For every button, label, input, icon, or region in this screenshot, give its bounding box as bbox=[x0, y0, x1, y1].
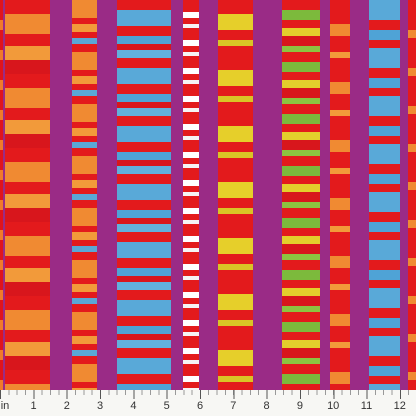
ruler-number: 5 bbox=[163, 400, 170, 412]
ruler-number: 10 bbox=[327, 400, 340, 412]
ruler-number: 3 bbox=[97, 400, 104, 412]
stripe-column bbox=[183, 0, 199, 392]
stripe-column bbox=[5, 0, 50, 392]
ruler-number: 8 bbox=[263, 400, 270, 412]
stripe-column bbox=[282, 0, 320, 392]
ruler-number: 9 bbox=[296, 400, 303, 412]
stripe-column bbox=[0, 0, 3, 392]
ruler: in 1 2 3 4 5 6 7 8 9 10 11 12 bbox=[0, 390, 416, 416]
stripe-column bbox=[218, 0, 253, 392]
stripe-column bbox=[408, 0, 416, 392]
stripe-column bbox=[369, 0, 400, 392]
ruler-unit: in bbox=[0, 400, 10, 412]
stripe-column bbox=[330, 0, 350, 392]
ruler-number: 4 bbox=[130, 400, 137, 412]
ruler-number: 11 bbox=[360, 400, 373, 412]
ruler-number: 12 bbox=[393, 400, 406, 412]
stripe-column bbox=[117, 0, 171, 392]
stripe-column bbox=[72, 0, 97, 392]
ruler-number: 1 bbox=[30, 400, 37, 412]
ruler-number: 2 bbox=[63, 400, 70, 412]
ruler-number: 6 bbox=[196, 400, 204, 412]
ruler-number: 7 bbox=[230, 400, 237, 412]
